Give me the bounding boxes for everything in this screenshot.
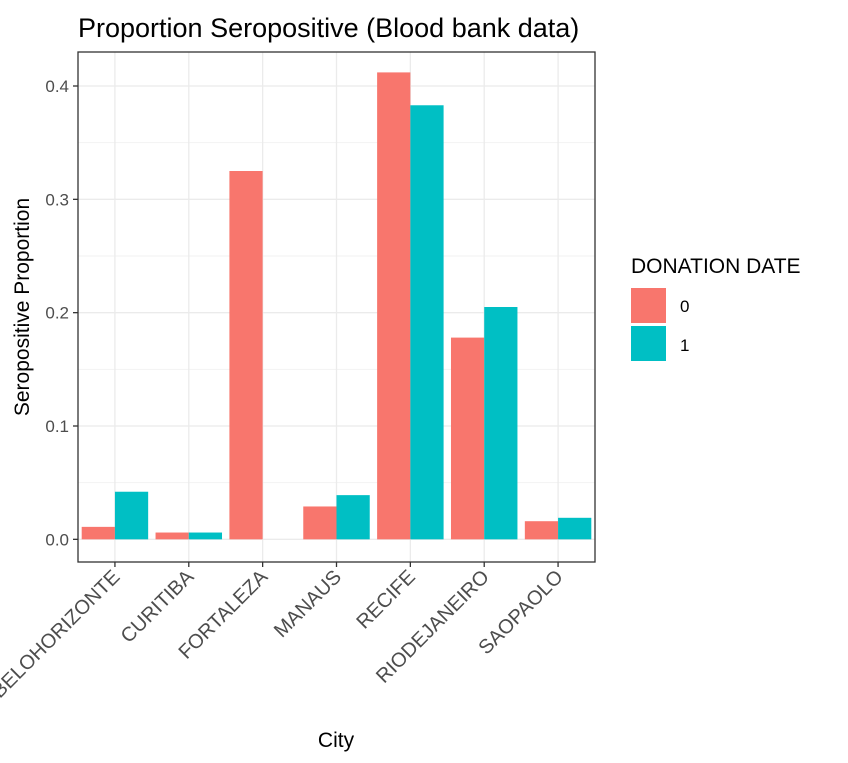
bar-curitiba-0 [155,532,189,540]
bar-manaus-0 [303,506,337,540]
y-axis: 0.0 0.1 0.2 0.3 0.4 [45,77,78,549]
x-tick-label: RECIFE [352,566,419,633]
bar-belohorizonte-0 [81,526,115,540]
legend-label-0: 0 [680,297,689,316]
legend-swatch-0 [631,288,666,323]
plot-panel [77,51,596,563]
bar-manaus-1 [336,495,370,540]
bar-saopaolo-0 [524,521,559,540]
bar-fortaleza-0 [229,171,263,540]
y-tick-label: 0.3 [45,190,69,209]
bar-belohorizonte-1 [114,491,149,540]
y-tick-label: 0.2 [45,304,69,323]
bar-recife-1 [410,105,444,540]
legend: DONATION DATE 0 1 [631,255,801,361]
bar-curitiba-1 [188,532,223,540]
legend-title: DONATION DATE [631,255,801,278]
x-tick-label: MANAUS [270,566,346,642]
bar-riodejaneiro-1 [484,307,518,540]
legend-swatch-1 [631,326,666,361]
bar-saopaolo-1 [558,517,592,540]
x-tick-label: BELOHORIZONTE [0,566,124,703]
bars [81,72,592,540]
chart-title: Proportion Seropositive (Blood bank data… [78,13,579,43]
bar-recife-0 [377,72,411,540]
y-tick-label: 0.1 [45,417,69,436]
y-tick-label: 0.4 [45,77,69,96]
x-axis-title: City [318,729,355,752]
y-axis-title: Seropositive Proportion [11,198,34,416]
y-tick-label: 0.0 [45,530,69,549]
bar-riodejaneiro-0 [450,337,485,540]
legend-label-1: 1 [680,336,689,355]
